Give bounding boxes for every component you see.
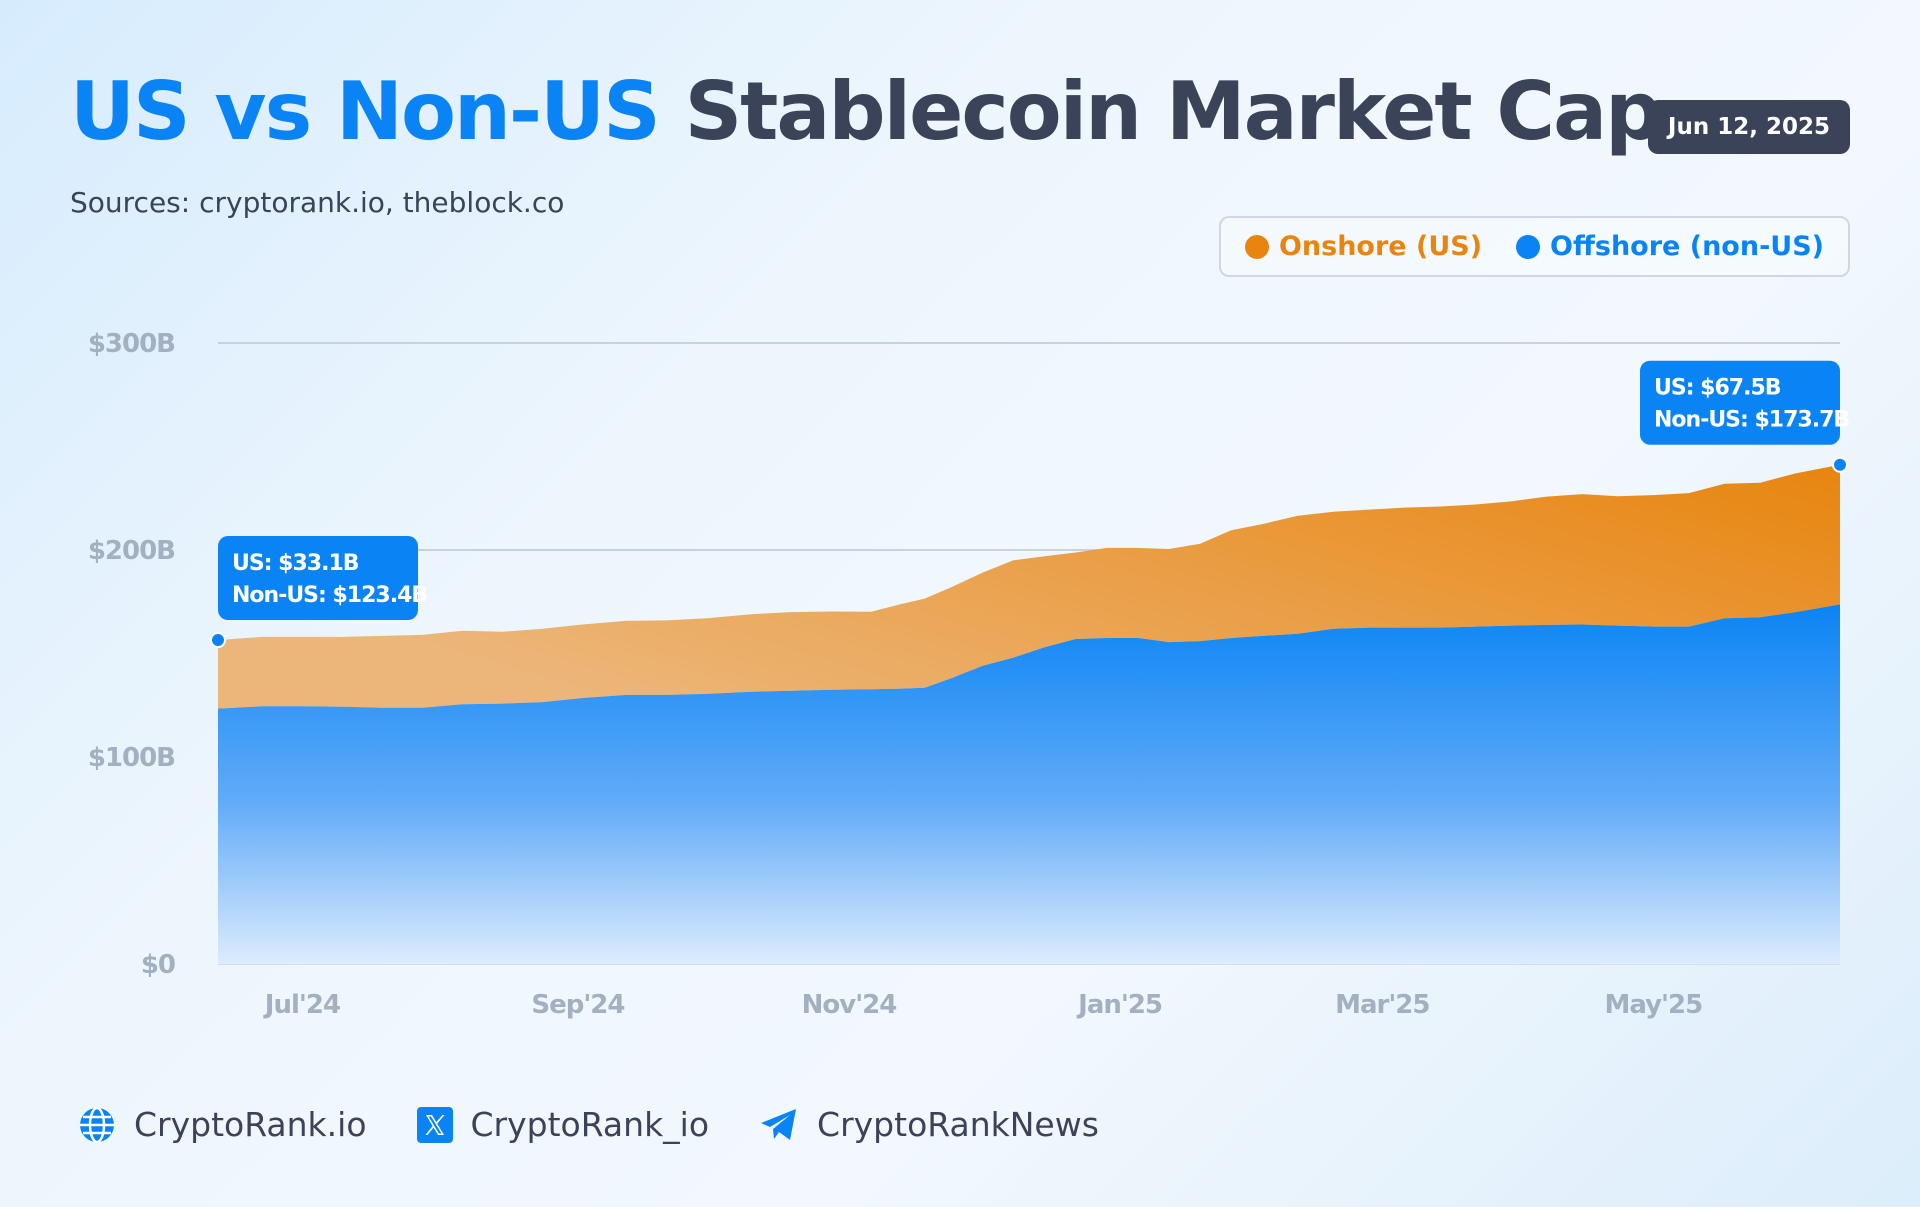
x-tick-label: Nov'24 (802, 990, 897, 1020)
legend-dot-onshore (1244, 234, 1269, 259)
area-offshore (218, 604, 1840, 964)
legend-item-onshore: Onshore (US) (1244, 231, 1483, 262)
legend-dot-offshore (1516, 234, 1541, 259)
x-tick-label: Mar'25 (1335, 990, 1429, 1020)
annotation-marker (1832, 456, 1848, 473)
y-tick-label: $200B (88, 536, 175, 566)
footer-link-telegram[interactable]: CryptoRankNews (759, 1105, 1099, 1144)
date-badge: Jun 12, 2025 (1647, 100, 1850, 154)
x-tick-label: Sep'24 (531, 990, 624, 1020)
y-tick-label: $300B (88, 329, 175, 359)
annotation-text: Non-US: $123.4B (232, 583, 427, 608)
telegram-icon (761, 1108, 797, 1140)
footer-link-website[interactable]: CryptoRank.io (78, 1105, 367, 1144)
annotation-marker (210, 632, 226, 649)
footer: CryptoRank.io CryptoRank_io CryptoRankNe… (78, 1105, 1099, 1144)
area-layer (218, 464, 1840, 964)
x-logo-icon (416, 1106, 453, 1143)
x-tick-label: Jan'25 (1076, 990, 1162, 1020)
x-tick-label: Jul'24 (263, 990, 340, 1020)
footer-label-website: CryptoRank.io (134, 1105, 367, 1144)
footer-label-telegram: CryptoRankNews (817, 1105, 1099, 1144)
x-tick-label: May'25 (1604, 990, 1702, 1020)
legend-item-offshore: Offshore (non-US) (1516, 231, 1824, 262)
annotation-box (1640, 360, 1840, 445)
page-title: US vs Non-US Stablecoin Market Cap (70, 72, 1662, 152)
title-rest: Stablecoin Market Cap (684, 65, 1663, 158)
legend-label-onshore: Onshore (US) (1278, 231, 1483, 262)
tick-layer: $0 $100B $200B $300B Jul'24 Sep'24 Nov'24 Jan'2… (88, 329, 1703, 1020)
annotation-text: Non-US: $173.7B (1654, 408, 1849, 433)
y-tick-label: $0 (141, 950, 175, 980)
footer-link-x[interactable]: CryptoRank_io (416, 1105, 710, 1144)
legend-label-offshore: Offshore (non-US) (1550, 231, 1824, 262)
annotation-layer: US: $33.1B Non-US: $123.4B US: $67.5B Non-U… (210, 360, 1850, 649)
y-tick-label: $100B (88, 743, 175, 773)
footer-label-x: CryptoRank_io (470, 1105, 710, 1144)
sources-text: Sources: cryptorank.io, theblock.co (70, 186, 565, 219)
annotation-text: US: $33.1B (232, 551, 359, 576)
annotation-text: US: $67.5B (1654, 376, 1781, 401)
annotation-box (218, 536, 418, 621)
globe-icon (80, 1106, 114, 1143)
chart-legend: Onshore (US) Offshore (non-US) (1218, 216, 1850, 277)
area-onshore (218, 464, 1840, 709)
title-highlight: US vs Non-US (70, 65, 661, 158)
